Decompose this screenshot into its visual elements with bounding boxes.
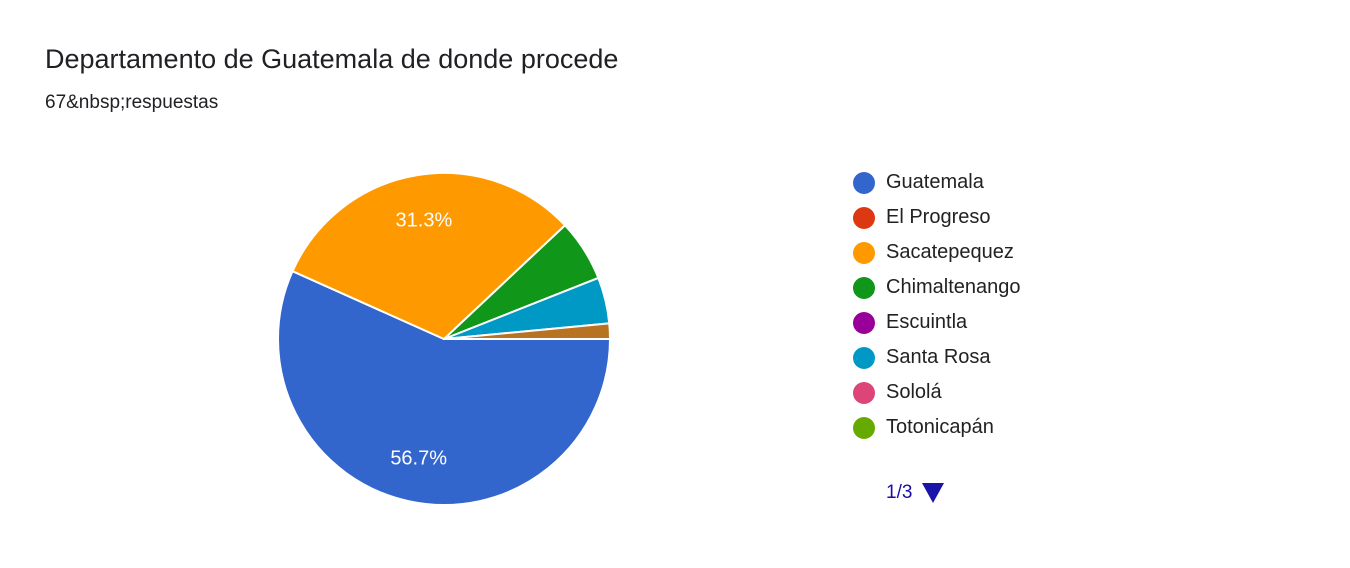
legend-label: Sololá: [886, 381, 942, 403]
pie-slice-otros[interactable]: [443, 322, 612, 340]
pie-slice-sacatepequez[interactable]: [291, 172, 567, 341]
pager-page-indicator: 1/3: [886, 482, 913, 503]
legend-swatch-icon: [853, 347, 875, 369]
legend-swatch-icon: [853, 172, 875, 194]
pie-data-label: 31.3%: [396, 209, 453, 231]
legend-label: Escuintla: [886, 311, 968, 333]
legend-label: Guatemala: [886, 171, 984, 193]
legend-label: Sacatepequez: [886, 241, 1014, 263]
legend-label: Chimaltenango: [886, 276, 1021, 298]
legend-label: Totonicapán: [886, 416, 994, 438]
legend-swatch-icon: [853, 382, 875, 404]
pie-slice-guatemala[interactable]: [277, 269, 612, 506]
legend-pager: 1/3: [886, 482, 945, 504]
legend-swatch-icon: [853, 207, 875, 229]
legend-label: El Progreso: [886, 206, 991, 228]
pie-data-label: 56.7%: [390, 448, 447, 470]
response-count: 67&nbsp;respuestas: [45, 92, 219, 113]
legend-swatch-icon: [853, 417, 875, 439]
chart-title: Departamento de Guatemala de donde proce…: [45, 44, 619, 74]
legend-label: Santa Rosa: [886, 346, 991, 368]
legend-swatch-icon: [853, 312, 875, 334]
legend-swatch-icon: [853, 277, 875, 299]
legend-swatch-icon: [853, 242, 875, 264]
triangle-down-icon[interactable]: [922, 483, 945, 503]
